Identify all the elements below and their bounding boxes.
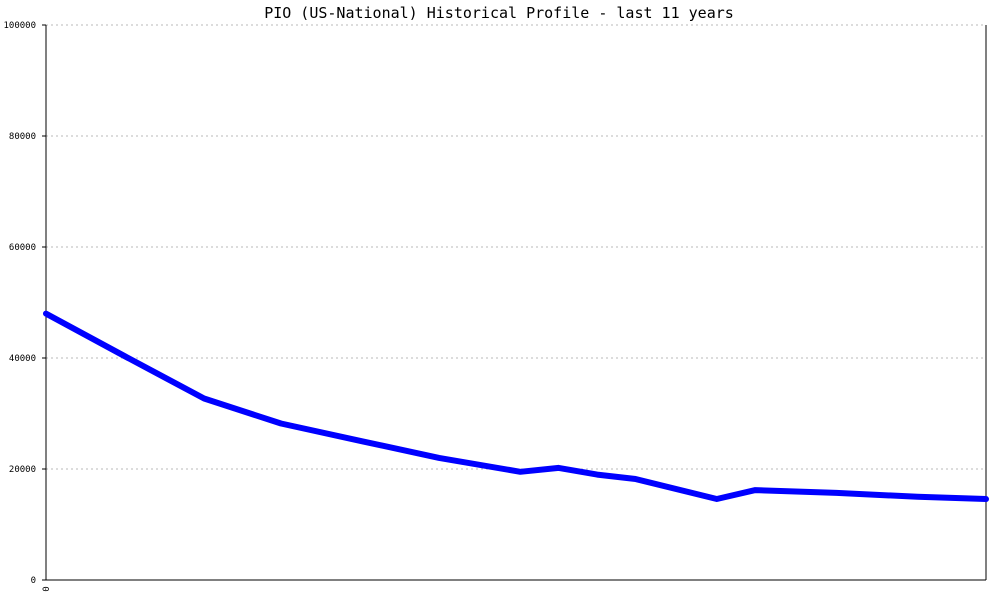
y-axis-tick-labels: 0 20000 40000 60000 80000 100000 [3,21,36,586]
x-tick-label: 0 [42,586,52,591]
axes [42,24,987,581]
y-tick-label: 100000 [3,21,36,31]
y-tick-label: 60000 [9,243,36,253]
y-tick-label: 80000 [9,132,36,142]
y-tick-label: 20000 [9,465,36,475]
grid-lines [46,24,986,470]
series-line [43,310,989,502]
x-axis-tick-labels: 0 [42,586,52,591]
y-tick-label: 0 [31,576,36,586]
y-tick-label: 40000 [9,354,36,364]
chart-title: PIO (US-National) Historical Profile - l… [264,4,734,22]
series-layer [43,310,989,502]
